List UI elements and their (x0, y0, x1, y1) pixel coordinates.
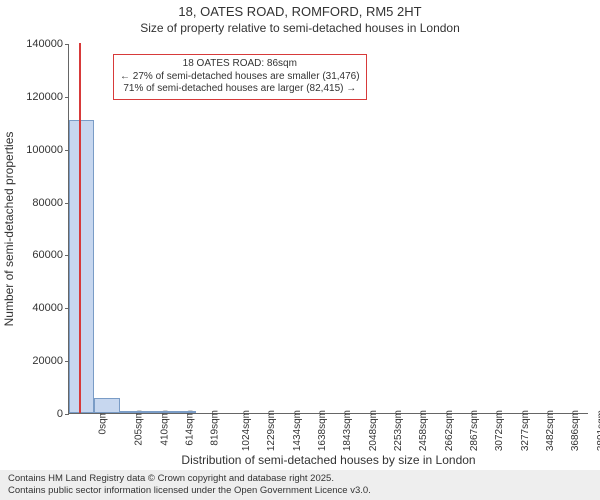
x-tick-label: 1638sqm (317, 410, 328, 451)
histogram-bar (170, 411, 195, 413)
x-tick-label: 3891sqm (596, 410, 600, 451)
x-tick-label: 410sqm (159, 410, 170, 446)
y-tick-label: 60000 (11, 249, 63, 261)
footer-line1: Contains HM Land Registry data © Crown c… (8, 473, 592, 485)
x-tick-label: 1229sqm (266, 410, 277, 451)
y-tick-label: 20000 (11, 355, 63, 367)
annotation-line: 71% of semi-detached houses are larger (… (120, 83, 360, 96)
x-tick-label: 2458sqm (418, 410, 429, 451)
x-tick-label: 1843sqm (342, 410, 353, 451)
highlight-marker-line (79, 43, 81, 413)
x-tick-label: 2048sqm (368, 410, 379, 451)
x-tick-label: 205sqm (134, 410, 145, 446)
y-tick-mark (65, 97, 69, 98)
x-tick-label: 1434sqm (292, 410, 303, 451)
annotation-callout: 18 OATES ROAD: 86sqm← 27% of semi-detach… (113, 54, 367, 100)
chart-title-subtitle: Size of property relative to semi-detach… (0, 21, 600, 35)
x-tick-label: 1024sqm (241, 410, 252, 451)
x-tick-label: 2867sqm (469, 410, 480, 451)
plot-region: Number of semi-detached properties Distr… (68, 44, 588, 414)
footer-attribution: Contains HM Land Registry data © Crown c… (0, 470, 600, 500)
x-axis-label: Distribution of semi-detached houses by … (181, 453, 475, 467)
x-tick-label: 2253sqm (393, 410, 404, 451)
footer-line2: Contains public sector information licen… (8, 485, 592, 497)
annotation-line: ← 27% of semi-detached houses are smalle… (120, 71, 360, 84)
histogram-bar (94, 398, 119, 413)
y-tick-label: 0 (11, 408, 63, 420)
y-tick-label: 80000 (11, 197, 63, 209)
y-axis-label: Number of semi-detached properties (2, 131, 16, 326)
x-tick-label: 0sqm (97, 410, 108, 434)
y-tick-label: 120000 (11, 91, 63, 103)
y-tick-label: 100000 (11, 144, 63, 156)
y-tick-label: 40000 (11, 302, 63, 314)
chart-title-address: 18, OATES ROAD, ROMFORD, RM5 2HT (0, 4, 600, 19)
x-tick-label: 819sqm (210, 410, 221, 446)
y-tick-mark (65, 44, 69, 45)
x-tick-label: 3686sqm (571, 410, 582, 451)
histogram-bar (120, 411, 145, 413)
histogram-bar (145, 411, 170, 413)
x-tick-label: 2662sqm (444, 410, 455, 451)
chart-title-block: 18, OATES ROAD, ROMFORD, RM5 2HT Size of… (0, 0, 600, 35)
x-tick-label: 3072sqm (494, 410, 505, 451)
x-tick-label: 3277sqm (520, 410, 531, 451)
y-tick-mark (65, 414, 69, 415)
x-tick-label: 614sqm (185, 410, 196, 446)
annotation-line: 18 OATES ROAD: 86sqm (120, 58, 360, 71)
chart-area: Number of semi-detached properties Distr… (68, 44, 588, 414)
y-tick-label: 140000 (11, 38, 63, 50)
histogram-bar (69, 120, 94, 413)
x-tick-label: 3482sqm (545, 410, 556, 451)
